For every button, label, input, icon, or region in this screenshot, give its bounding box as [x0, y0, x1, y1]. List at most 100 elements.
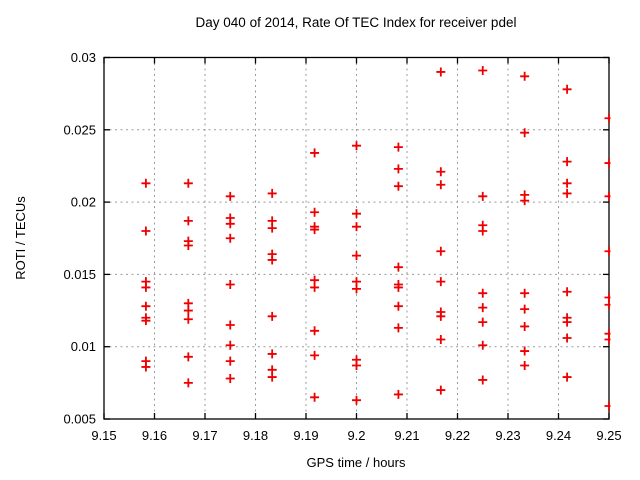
data-point-marker: [604, 191, 611, 201]
data-point-marker: [478, 317, 488, 327]
data-point-marker: [562, 287, 572, 297]
x-tick-label: 9.21: [394, 428, 419, 443]
data-point-marker: [310, 282, 320, 292]
data-point-marker: [225, 320, 235, 330]
data-point-marker: [225, 340, 235, 350]
data-point-marker: [478, 288, 488, 298]
x-tick-label: 9.16: [142, 428, 167, 443]
data-point-marker: [393, 323, 403, 333]
data-point-marker: [183, 216, 193, 226]
data-point-marker: [520, 196, 530, 206]
data-point-marker: [141, 301, 151, 311]
data-point-marker: [436, 67, 446, 77]
data-point-marker: [393, 282, 403, 292]
x-tick-label: 9.24: [546, 428, 571, 443]
x-tick-label: 9.22: [445, 428, 470, 443]
x-tick-label: 9.23: [495, 428, 520, 443]
data-point-marker: [352, 284, 361, 294]
data-point-marker: [183, 378, 193, 388]
data-point-marker: [436, 277, 446, 287]
data-point-marker: [352, 251, 361, 261]
data-points: [141, 66, 611, 411]
chart-title: Day 040 of 2014, Rate Of TEC Index for r…: [196, 15, 517, 30]
data-point-marker: [520, 71, 530, 81]
data-point-marker: [393, 389, 403, 399]
data-point-marker: [183, 306, 193, 316]
data-point-marker: [310, 350, 320, 360]
data-point-marker: [478, 303, 488, 313]
data-point-marker: [604, 401, 611, 411]
data-point-marker: [183, 240, 193, 250]
data-point-marker: [310, 207, 320, 217]
data-point-marker: [562, 317, 572, 327]
data-point-marker: [604, 300, 611, 310]
data-point-marker: [225, 280, 235, 290]
data-point-marker: [393, 181, 403, 191]
data-point-marker: [436, 385, 446, 395]
data-point-marker: [267, 255, 277, 265]
data-point-marker: [310, 326, 320, 336]
data-point-marker: [225, 233, 235, 243]
data-point-marker: [352, 209, 361, 219]
data-point-marker: [267, 188, 277, 198]
data-point-marker: [436, 167, 446, 177]
data-point-marker: [183, 314, 193, 324]
y-tick-label: 0.005: [63, 412, 96, 427]
data-point-marker: [352, 395, 361, 405]
plot-area: 9.15 9.16 9.17 9.18 9.19 9.2 9.21 9.22 9.23 9.24 9…: [63, 50, 621, 443]
data-point-marker: [604, 158, 611, 168]
data-point-marker: [141, 282, 151, 292]
data-point-marker: [183, 352, 193, 362]
data-point-marker: [478, 340, 488, 350]
x-tick-label: 9.18: [243, 428, 268, 443]
x-axis-label: GPS time / hours: [307, 455, 406, 470]
y-tick-label: 0.025: [63, 122, 96, 137]
data-point-marker: [352, 141, 361, 151]
y-tick-label: 0.015: [63, 267, 96, 282]
data-point-marker: [225, 219, 235, 229]
data-point-marker: [604, 113, 611, 123]
y-tick-label: 0.01: [71, 339, 96, 354]
data-point-marker: [141, 316, 151, 326]
data-point-marker: [604, 334, 611, 344]
data-point-marker: [310, 225, 320, 235]
data-point-marker: [141, 226, 151, 236]
data-point-marker: [562, 333, 572, 343]
x-tick-label: 9.17: [192, 428, 217, 443]
data-point-marker: [267, 223, 277, 233]
y-axis-label: ROTI / TECUs: [13, 196, 28, 280]
data-point-marker: [267, 349, 277, 359]
x-tick-label: 9.25: [596, 428, 621, 443]
data-point-marker: [520, 288, 530, 298]
y-tick-label: 0.02: [71, 195, 96, 210]
data-point-marker: [520, 360, 530, 370]
data-point-marker: [352, 222, 361, 232]
data-point-marker: [604, 246, 611, 256]
data-point-marker: [478, 191, 488, 201]
data-point-marker: [562, 178, 572, 188]
data-point-marker: [352, 360, 361, 370]
data-point-marker: [520, 346, 530, 356]
data-point-marker: [267, 311, 277, 321]
data-point-marker: [393, 164, 403, 174]
y-tick-label: 0.03: [71, 50, 96, 65]
data-point-marker: [225, 356, 235, 366]
data-point-marker: [478, 375, 488, 385]
data-point-marker: [520, 321, 530, 331]
x-tick-label: 9.15: [91, 428, 116, 443]
x-tick-label: 9.2: [347, 428, 365, 443]
data-point-marker: [478, 66, 488, 76]
data-point-marker: [436, 334, 446, 344]
data-point-marker: [310, 392, 320, 402]
data-point-marker: [183, 178, 193, 188]
data-point-marker: [225, 374, 235, 384]
data-point-marker: [562, 84, 572, 94]
data-point-marker: [393, 142, 403, 152]
data-point-marker: [436, 180, 446, 190]
data-point-marker: [520, 128, 530, 138]
x-tick-label: 9.19: [293, 428, 318, 443]
data-point-marker: [562, 157, 572, 167]
data-point-marker: [225, 191, 235, 201]
